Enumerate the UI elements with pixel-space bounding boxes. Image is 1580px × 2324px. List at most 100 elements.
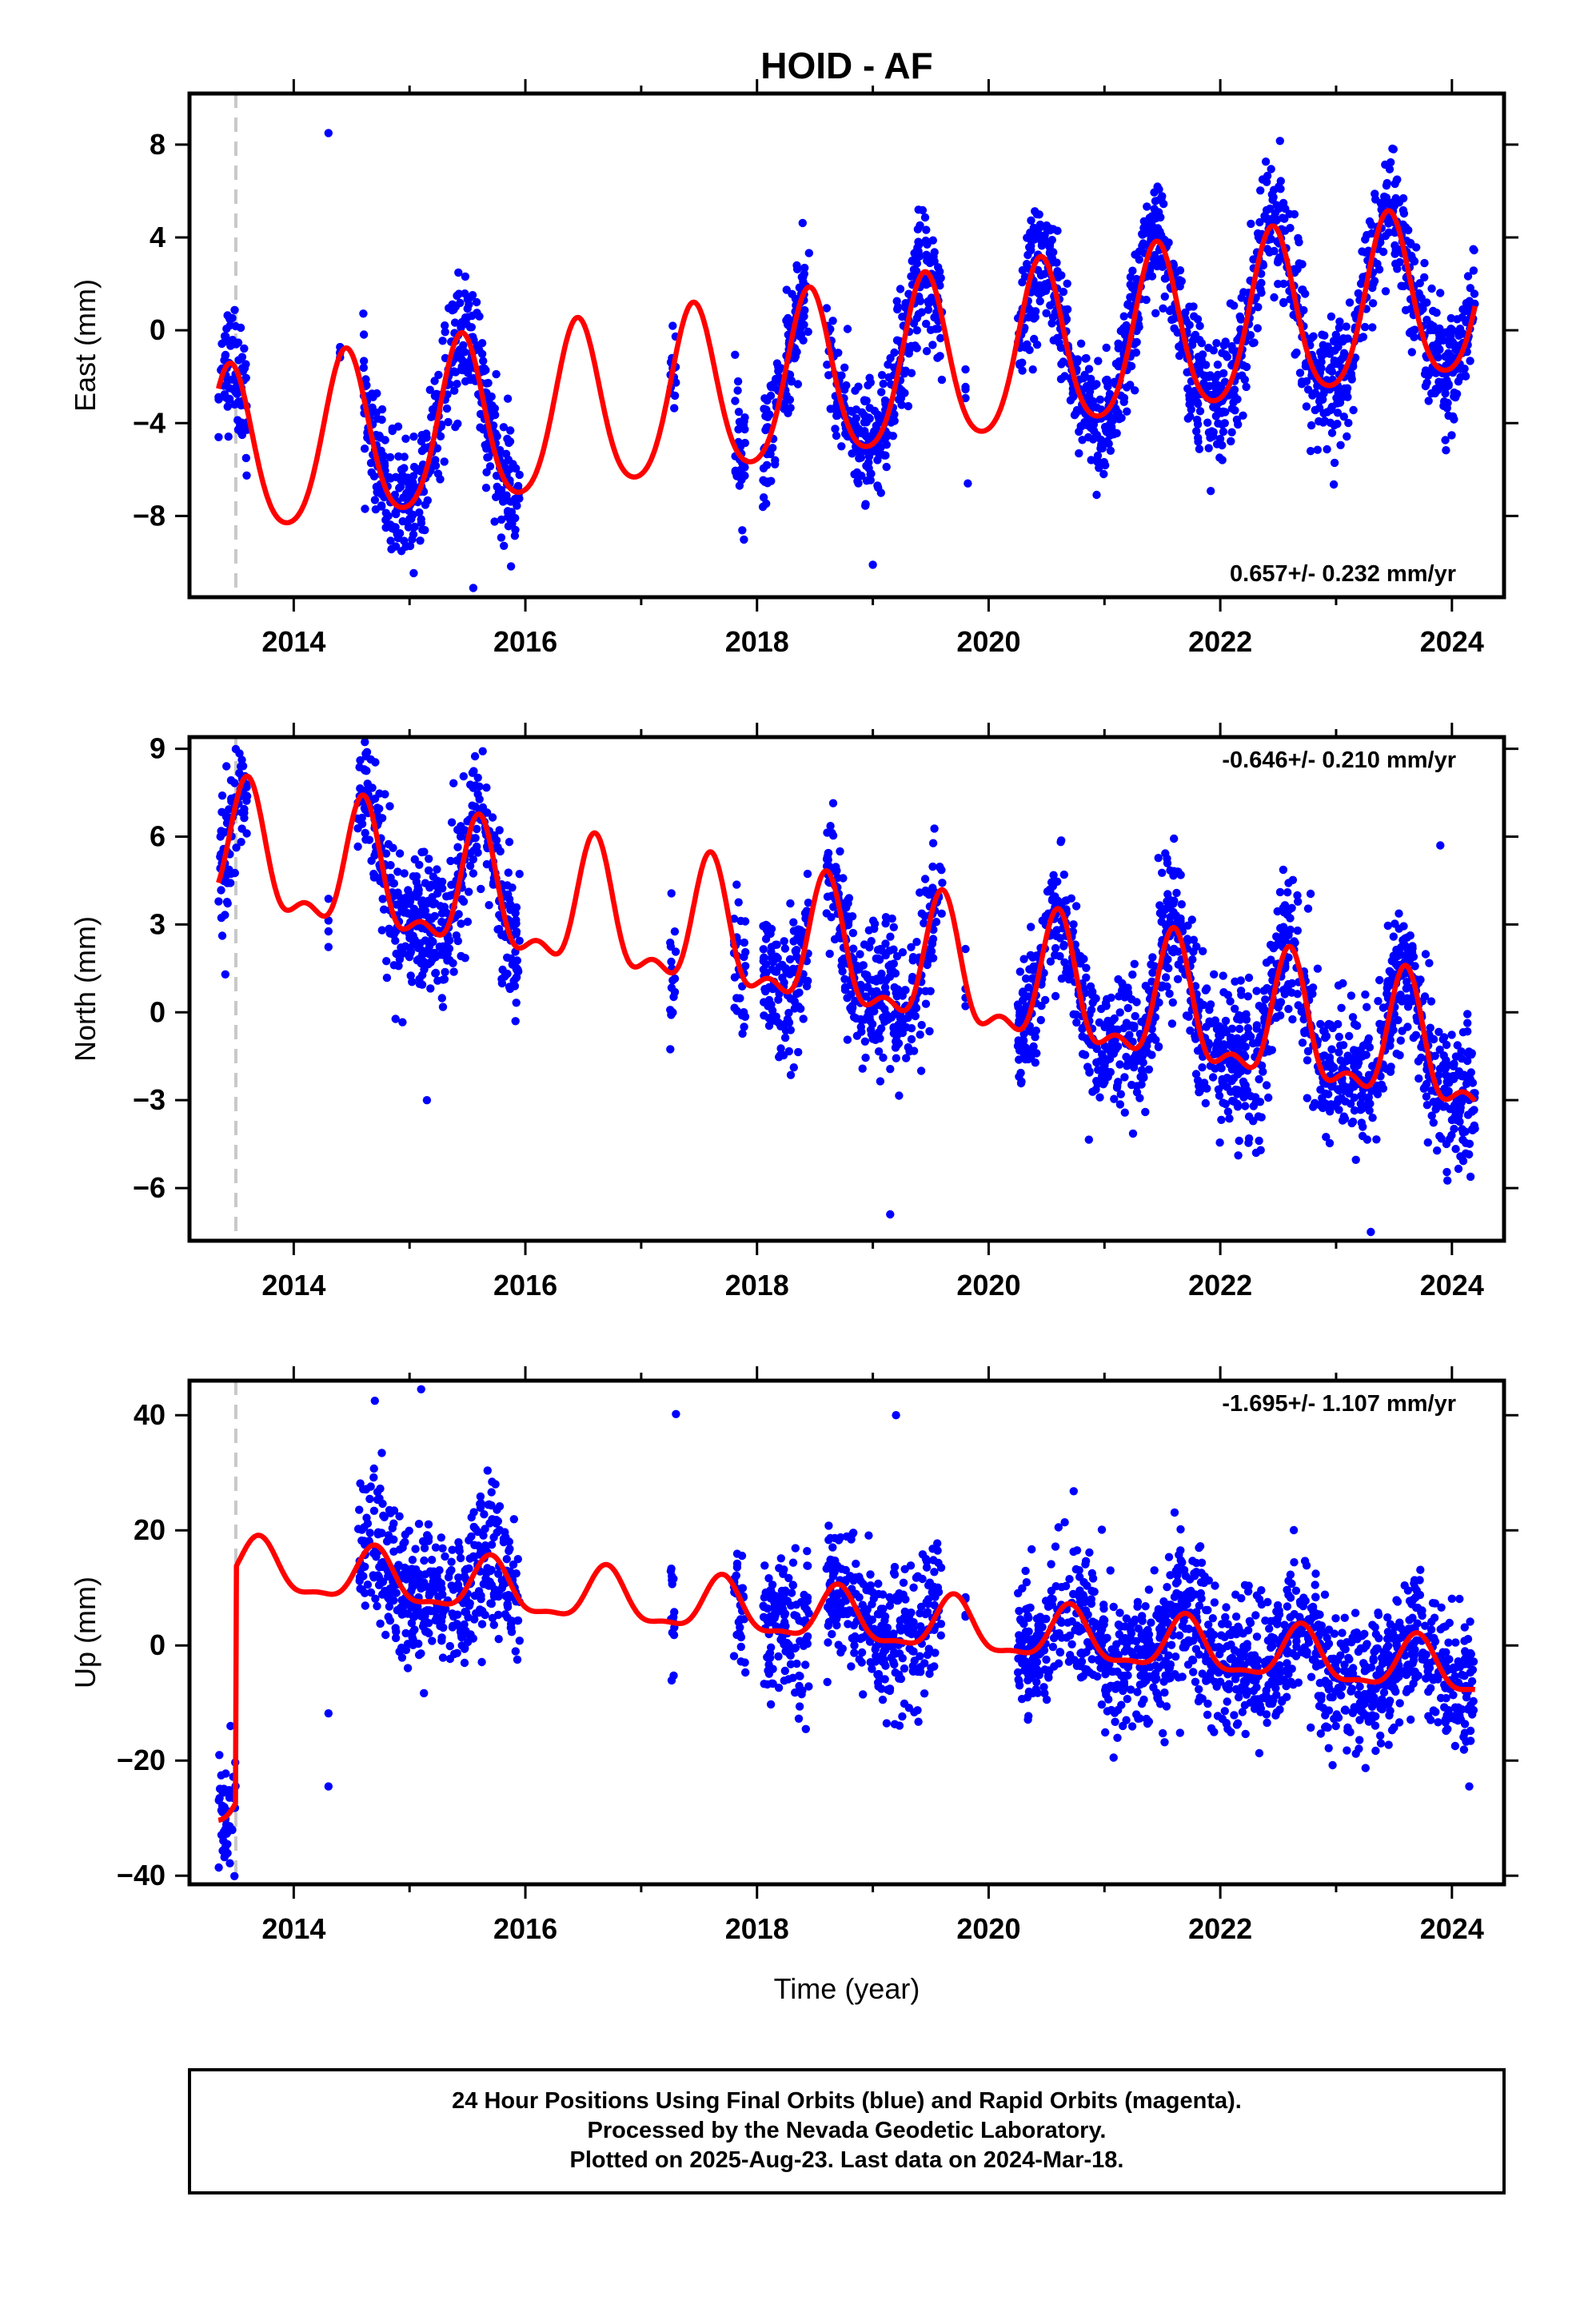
data-point — [848, 408, 856, 416]
data-point — [1135, 323, 1143, 331]
data-point — [1466, 357, 1474, 365]
data-point — [1192, 1070, 1200, 1078]
data-point — [1172, 889, 1180, 897]
data-point — [1053, 926, 1061, 934]
data-point — [222, 811, 230, 819]
data-point — [1459, 1157, 1467, 1165]
data-point — [441, 968, 449, 976]
data-point — [1106, 432, 1114, 440]
data-point — [1015, 1036, 1023, 1044]
data-point — [1314, 965, 1322, 973]
data-point — [392, 473, 400, 481]
data-point — [1202, 987, 1210, 995]
data-point — [1327, 1045, 1335, 1053]
data-point — [1408, 348, 1416, 356]
data-point — [827, 913, 835, 921]
data-point — [1202, 1022, 1210, 1030]
data-point — [448, 818, 456, 826]
data-point — [419, 903, 427, 911]
data-point — [1234, 1086, 1242, 1094]
data-point — [227, 870, 235, 878]
data-point — [1303, 1094, 1311, 1102]
data-point — [234, 691, 242, 699]
data-point — [1294, 990, 1302, 998]
data-point — [1211, 1016, 1219, 1024]
data-point — [1183, 385, 1191, 393]
data-point — [922, 888, 930, 896]
data-point — [1279, 199, 1287, 207]
data-point — [1335, 1033, 1343, 1041]
figure-title: HOID - AF — [760, 45, 933, 86]
data-point — [1221, 419, 1229, 427]
data-point — [1139, 1071, 1147, 1079]
data-point — [1162, 973, 1170, 981]
data-point — [1335, 324, 1343, 332]
data-point — [1279, 298, 1287, 306]
data-point — [1060, 372, 1068, 380]
data-point — [1121, 993, 1129, 1001]
data-point — [476, 795, 484, 803]
data-point — [1122, 1053, 1130, 1061]
data-point — [372, 505, 380, 513]
y-tick-label: 6 — [150, 820, 166, 853]
data-point — [1430, 322, 1438, 330]
data-points-up — [214, 1385, 1478, 1913]
data-point — [1458, 305, 1466, 313]
data-point — [1147, 219, 1155, 227]
data-point — [421, 879, 429, 887]
data-point — [1073, 357, 1081, 365]
data-point — [1390, 932, 1398, 940]
data-point — [431, 969, 439, 977]
plot-area-up — [214, 1381, 1478, 1913]
data-point — [461, 1659, 469, 1667]
data-point — [1464, 1049, 1472, 1057]
data-point — [1327, 313, 1335, 321]
data-point — [741, 948, 749, 956]
data-point — [1222, 1017, 1230, 1025]
data-point — [1244, 1138, 1252, 1146]
data-point — [866, 404, 874, 412]
data-point — [1252, 1149, 1260, 1157]
data-point — [930, 313, 938, 321]
data-point — [1189, 337, 1197, 345]
data-point — [760, 945, 768, 953]
data-point — [1335, 389, 1343, 397]
data-point — [401, 869, 409, 877]
data-point — [1166, 903, 1174, 911]
data-point — [922, 1000, 930, 1008]
data-point — [1156, 213, 1164, 221]
data-point — [881, 983, 889, 991]
data-point — [1452, 1052, 1460, 1060]
data-point — [1199, 947, 1207, 955]
data-point — [460, 772, 468, 780]
data-point — [892, 1054, 900, 1062]
data-point — [1446, 333, 1454, 341]
data-point — [399, 493, 407, 501]
data-point — [936, 352, 944, 360]
data-point — [860, 940, 868, 948]
y-tick-label: 0 — [150, 995, 166, 1028]
data-point — [421, 911, 429, 919]
data-point — [1341, 1114, 1349, 1122]
data-point — [401, 435, 409, 443]
data-point — [1053, 227, 1061, 235]
data-point — [386, 453, 394, 461]
data-point — [513, 999, 521, 1007]
data-point — [668, 889, 676, 897]
data-point — [1078, 436, 1086, 444]
data-point — [436, 943, 444, 951]
data-point — [1470, 1106, 1478, 1114]
data-point — [666, 1006, 674, 1014]
data-point — [799, 273, 807, 281]
data-point — [444, 418, 452, 426]
data-point — [902, 1054, 910, 1062]
data-point — [377, 1449, 385, 1457]
data-point — [1371, 277, 1379, 285]
data-point — [431, 456, 439, 464]
data-point — [849, 929, 857, 937]
data-point — [1324, 1021, 1332, 1029]
data-point — [516, 471, 524, 479]
data-point — [1336, 399, 1344, 407]
data-point — [856, 449, 864, 457]
